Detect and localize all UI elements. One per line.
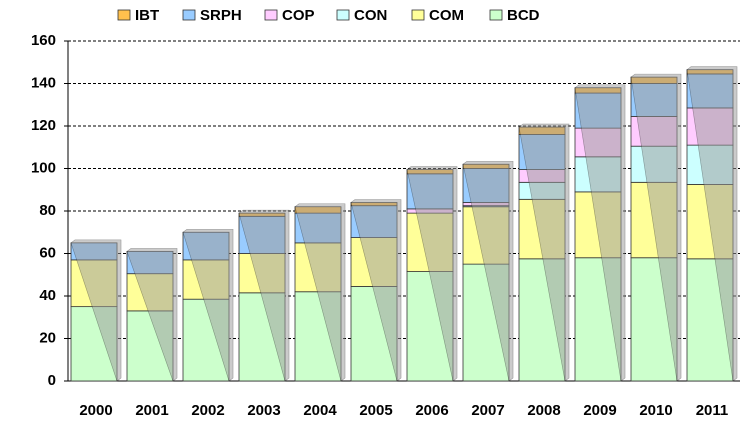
legend-swatch (182, 9, 196, 21)
legend-swatch (117, 9, 131, 21)
bar-depth (574, 84, 626, 382)
bar-depth (182, 228, 234, 382)
x-tick-label: 2006 (415, 402, 448, 419)
x-tick-label: 2001 (135, 402, 168, 419)
legend-label: IBT (135, 7, 159, 24)
x-tick-label: 2002 (191, 402, 224, 419)
y-tick-label: 160 (31, 32, 56, 49)
y-tick-label: 20 (39, 329, 56, 346)
legend-label: SRPH (200, 7, 242, 24)
y-tick-label: 60 (39, 244, 56, 261)
bar-depth (238, 209, 290, 382)
legend-label: COM (429, 7, 464, 24)
bar-depth (406, 166, 458, 382)
legend-label: CON (354, 7, 387, 24)
x-tick-label: 2000 (79, 402, 112, 419)
x-tick-label: 2008 (527, 402, 560, 419)
bar-depth (462, 160, 514, 382)
bar-depth (350, 199, 402, 382)
legend-swatch (264, 9, 278, 21)
x-tick-label: 2005 (359, 402, 392, 419)
legend-swatch (411, 9, 425, 21)
bar-depth (518, 123, 570, 382)
x-tick-label: 2004 (303, 402, 337, 419)
y-tick-label: 0 (48, 372, 56, 389)
x-tick-label: 2007 (471, 402, 504, 419)
y-tick-label: 100 (31, 159, 56, 176)
legend-label: BCD (507, 7, 540, 24)
y-tick-label: 140 (31, 74, 56, 91)
x-tick-label: 2003 (247, 402, 280, 419)
bar-depth (70, 239, 122, 382)
bar-depth (686, 66, 738, 382)
bar-depth (294, 203, 346, 382)
legend-swatch (336, 9, 350, 21)
bar-depth (630, 73, 682, 382)
x-tick-label: 2011 (696, 402, 729, 419)
legend-label: COP (282, 7, 315, 24)
y-tick-label: 80 (39, 202, 56, 219)
x-tick-label: 2009 (583, 402, 616, 419)
bar-depth (126, 248, 178, 382)
y-tick-label: 40 (39, 287, 56, 304)
x-tick-label: 2010 (639, 402, 672, 419)
legend-swatch (489, 9, 503, 21)
y-tick-label: 120 (31, 117, 56, 134)
